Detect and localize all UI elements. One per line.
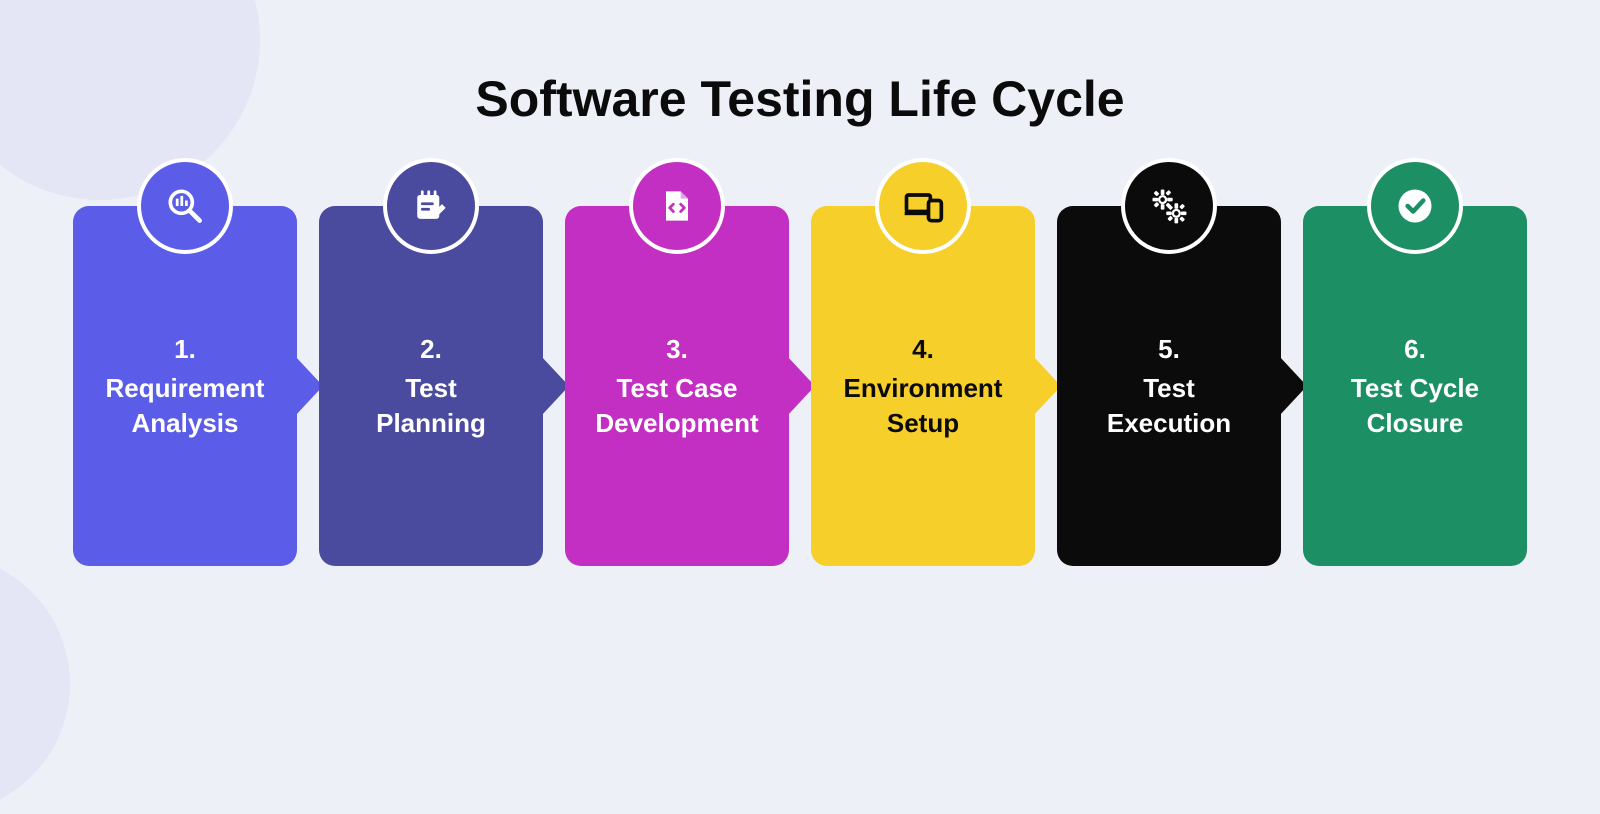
step-environment-setup: 4. Environment Setup [811,206,1035,566]
devices-icon [875,158,971,254]
checkmark-icon [1367,158,1463,254]
step-number: 2. [420,331,442,367]
step-number: 1. [174,331,196,367]
step-label: Requirement Analysis [106,371,265,441]
bg-circle-bottom [0,554,70,814]
step-test-cycle-closure: 6. Test Cycle Closure [1303,206,1527,566]
step-number: 3. [666,331,688,367]
step-label: Environment Setup [844,371,1003,441]
step-test-case-development: 3. Test Case Development [565,206,789,566]
step-test-execution: 5. Test Execution [1057,206,1281,566]
step-number: 5. [1158,331,1180,367]
step-requirement-analysis: 1. Requirement Analysis [73,206,297,566]
step-label: Test Execution [1107,371,1231,441]
step-label: Test Cycle Closure [1351,371,1479,441]
diagram-title: Software Testing Life Cycle [0,0,1600,128]
notepad-icon [383,158,479,254]
gears-icon [1121,158,1217,254]
magnifier-icon [137,158,233,254]
step-label: Test Case Development [595,371,758,441]
step-number: 4. [912,331,934,367]
step-number: 6. [1404,331,1426,367]
step-test-planning: 2. Test Planning [319,206,543,566]
steps-row: 1. Requirement Analysis 2. Test Planning [0,206,1600,566]
step-label: Test Planning [376,371,486,441]
code-file-icon [629,158,725,254]
